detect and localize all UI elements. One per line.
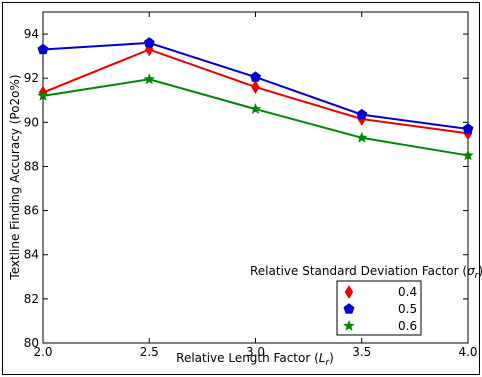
x-tick-label: 2.0 [33,345,52,359]
legend-marker [343,319,355,332]
y-tick-label: 90 [24,115,39,129]
data-point [355,131,368,143]
data-point [462,123,474,134]
legend-marker [343,303,355,314]
data-point [251,80,260,95]
data-point [37,43,49,55]
y-tick-label: 82 [24,292,39,306]
legend-label: 0.5 [398,302,417,316]
series-layer [37,37,474,161]
data-point [249,71,262,82]
x-tick-label: 3.5 [352,345,371,359]
data-point [37,89,49,101]
data-point [143,37,155,48]
y-tick-label: 88 [24,159,39,173]
legend-label: 0.6 [398,319,417,333]
x-tick-label: 3.0 [246,345,265,359]
data-point [249,102,262,115]
y-axis-label: Textline Finding Accuracy (Po2o%) [8,74,22,280]
data-point [356,108,368,120]
legend: Relative Standard Deviation Factor (σr) … [250,264,482,336]
y-tick-label: 86 [24,204,39,218]
series-0.6 [37,73,474,161]
y-tick-label: 80 [24,336,39,350]
y-tick-label: 94 [24,27,39,41]
legend-title: Relative Standard Deviation Factor (σr) [250,264,482,281]
data-point [143,73,156,85]
y-tick-label: 92 [24,71,39,85]
legend-label: 0.4 [398,285,417,299]
x-tick-label: 2.5 [140,345,159,359]
x-axis-label: Relative Length Factor (Lr) [176,351,334,368]
ticks-layer: 2.0 2.5 3.0 3.5 4.0 80 82 84 86 88 90 92 94 [24,12,478,359]
x-tick-label: 4.0 [458,345,477,359]
series-0.5 [37,37,474,134]
data-point [462,149,474,161]
legend-entries: 0.4 0.5 0.6 [343,285,417,333]
legend-marker [344,285,354,299]
y-tick-label: 84 [24,248,39,262]
